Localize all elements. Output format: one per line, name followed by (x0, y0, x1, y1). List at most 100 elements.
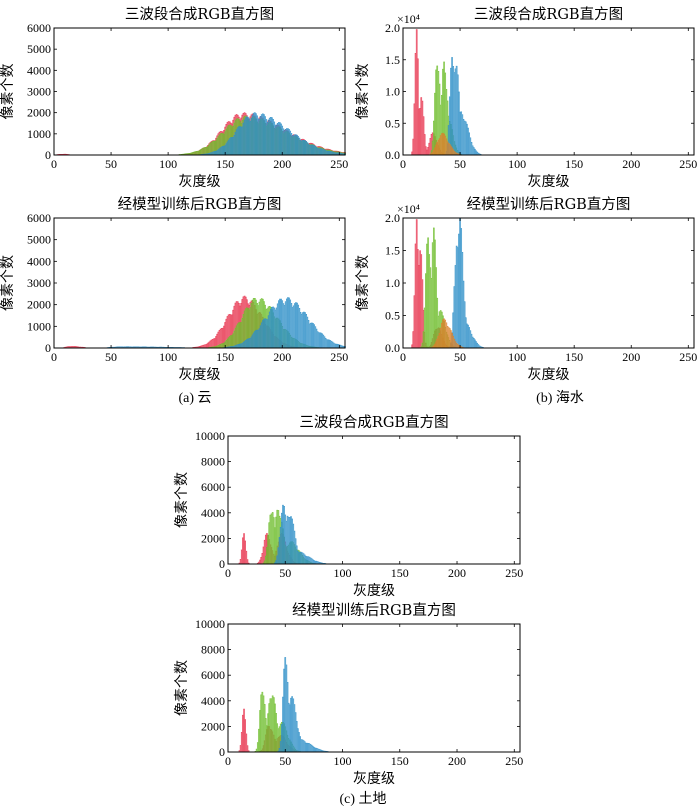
x-tick-label: 150 (565, 350, 583, 364)
x-tick-label: 250 (505, 566, 523, 580)
y-axis-label: 像素个数 (355, 255, 371, 311)
y-tick-label: 0 (219, 557, 225, 571)
y-tick-label: 3000 (27, 276, 51, 290)
y-tick-label: 1000 (27, 319, 51, 333)
bars-RG (429, 132, 461, 156)
y-tick-label: 8000 (201, 455, 225, 469)
plot-frame (227, 623, 521, 753)
bars-G (420, 227, 457, 349)
bars-B (274, 504, 327, 565)
x-tick-label: 200 (273, 157, 291, 171)
chart-title: 经模型训练后RGB直方图 (292, 602, 456, 619)
plot-frame (53, 27, 346, 156)
x-tick-label: 200 (273, 350, 291, 364)
y-tick-label: 4000 (27, 63, 51, 77)
x-tick-label: 100 (334, 754, 352, 768)
chart-title: 三波段合成RGB直方图 (474, 6, 623, 23)
x-tick-label: 150 (391, 754, 409, 768)
chart-panel-b-top: 三波段合成RGB直方图 0 50 100 150 200 250 0.0 0.5 1.0 1.5 2.… (355, 6, 697, 190)
x-tick-label: 150 (216, 350, 234, 364)
y-tick-label: 10000 (195, 617, 225, 631)
chart-panel-a-top: 三波段合成RGB直方图 0 50 100 150 200 250 0 1000 2000 3000 4… (0, 6, 348, 190)
x-axis-label: 灰度级 (353, 583, 395, 599)
y-tick-label: 2.0 (385, 211, 400, 225)
x-tick-label: 200 (448, 566, 466, 580)
x-tick-label: 50 (105, 157, 117, 171)
y-axis-label: 像素个数 (355, 64, 371, 120)
y-tick-label: 1.0 (385, 85, 400, 99)
y-tick-label: 2000 (201, 531, 225, 545)
x-axis-label: 灰度级 (353, 771, 395, 787)
y-tick-label: 1.5 (385, 53, 400, 67)
x-tick-label: 150 (391, 566, 409, 580)
y-axis-label: 像素个数 (0, 255, 16, 311)
y-tick-label: 4000 (201, 694, 225, 708)
y-tick-label: 6000 (201, 480, 225, 494)
series-RG (429, 132, 461, 156)
x-tick-label: 200 (622, 350, 640, 364)
x-tick-label: 100 (334, 566, 352, 580)
chart-title: 经模型训练后RGB直方图 (467, 196, 631, 213)
y-tick-label: 5000 (27, 42, 51, 56)
series-B (274, 504, 327, 565)
y-tick-label: 2000 (201, 719, 225, 733)
y-tick-label: 4000 (201, 506, 225, 520)
x-tick-label: 50 (279, 754, 291, 768)
chart-panel-b-bottom: 经模型训练后RGB直方图 0 50 100 150 200 250 0.0 0.5 1.0 1.5 2… (355, 196, 697, 383)
caption-c: (c) 土地 (339, 791, 386, 807)
x-tick-label: 0 (400, 157, 406, 171)
y-tick-label: 0 (45, 148, 51, 162)
x-tick-label: 100 (159, 157, 177, 171)
x-tick-label: 200 (622, 157, 640, 171)
y-exponent-label: ×10⁴ (397, 12, 420, 26)
x-tick-label: 250 (330, 350, 348, 364)
series-B (106, 297, 346, 349)
y-tick-label: 4000 (27, 254, 51, 268)
y-tick-label: 1.0 (385, 276, 400, 290)
y-tick-label: 0.5 (385, 309, 400, 323)
y-tick-label: 3000 (27, 85, 51, 99)
bars-B (200, 112, 346, 156)
y-axis-label: 像素个数 (0, 64, 16, 120)
y-axis-label: 像素个数 (174, 660, 190, 716)
chart-panel-c-bottom: 经模型训练后RGB直方图 0 50 100 150 200 250 0 2000 4000 6000… (174, 602, 523, 787)
x-tick-label: 100 (508, 350, 526, 364)
y-tick-label: 5000 (27, 233, 51, 247)
y-tick-label: 0.0 (385, 148, 400, 162)
x-tick-label: 0 (51, 157, 57, 171)
x-tick-label: 50 (279, 566, 291, 580)
x-tick-label: 50 (105, 350, 117, 364)
y-tick-label: 2.0 (385, 21, 400, 35)
bars-B (106, 297, 346, 349)
y-tick-label: 6000 (201, 668, 225, 682)
y-tick-label: 10000 (195, 429, 225, 443)
x-tick-label: 0 (51, 350, 57, 364)
bars-RG (430, 318, 465, 349)
x-axis-label: 灰度级 (528, 367, 570, 383)
caption-b: (b) 海水 (536, 390, 584, 406)
y-tick-label: 1000 (27, 127, 51, 141)
y-exponent-label: ×10⁴ (397, 202, 420, 216)
series-B (200, 112, 346, 156)
x-tick-label: 250 (330, 157, 348, 171)
x-tick-label: 100 (508, 157, 526, 171)
x-tick-label: 50 (454, 157, 466, 171)
y-tick-label: 0.5 (385, 116, 400, 130)
x-tick-label: 250 (679, 157, 697, 171)
x-tick-label: 200 (448, 754, 466, 768)
bars-B (277, 657, 329, 753)
chart-panel-c-top: 三波段合成RGB直方图 0 50 100 150 200 250 0 2000 4000 6000 8… (174, 414, 523, 599)
series-B (448, 217, 484, 349)
x-tick-label: 0 (225, 754, 231, 768)
x-tick-label: 0 (225, 566, 231, 580)
y-tick-label: 0 (219, 745, 225, 759)
series-RG (430, 318, 465, 349)
x-tick-label: 50 (454, 350, 466, 364)
chart-title: 经模型训练后RGB直方图 (118, 196, 282, 213)
chart-title: 三波段合成RGB直方图 (125, 6, 274, 23)
x-axis-label: 灰度级 (179, 174, 221, 190)
x-axis-label: 灰度级 (179, 367, 221, 383)
y-tick-label: 6000 (27, 211, 51, 225)
y-tick-label: 6000 (27, 21, 51, 35)
